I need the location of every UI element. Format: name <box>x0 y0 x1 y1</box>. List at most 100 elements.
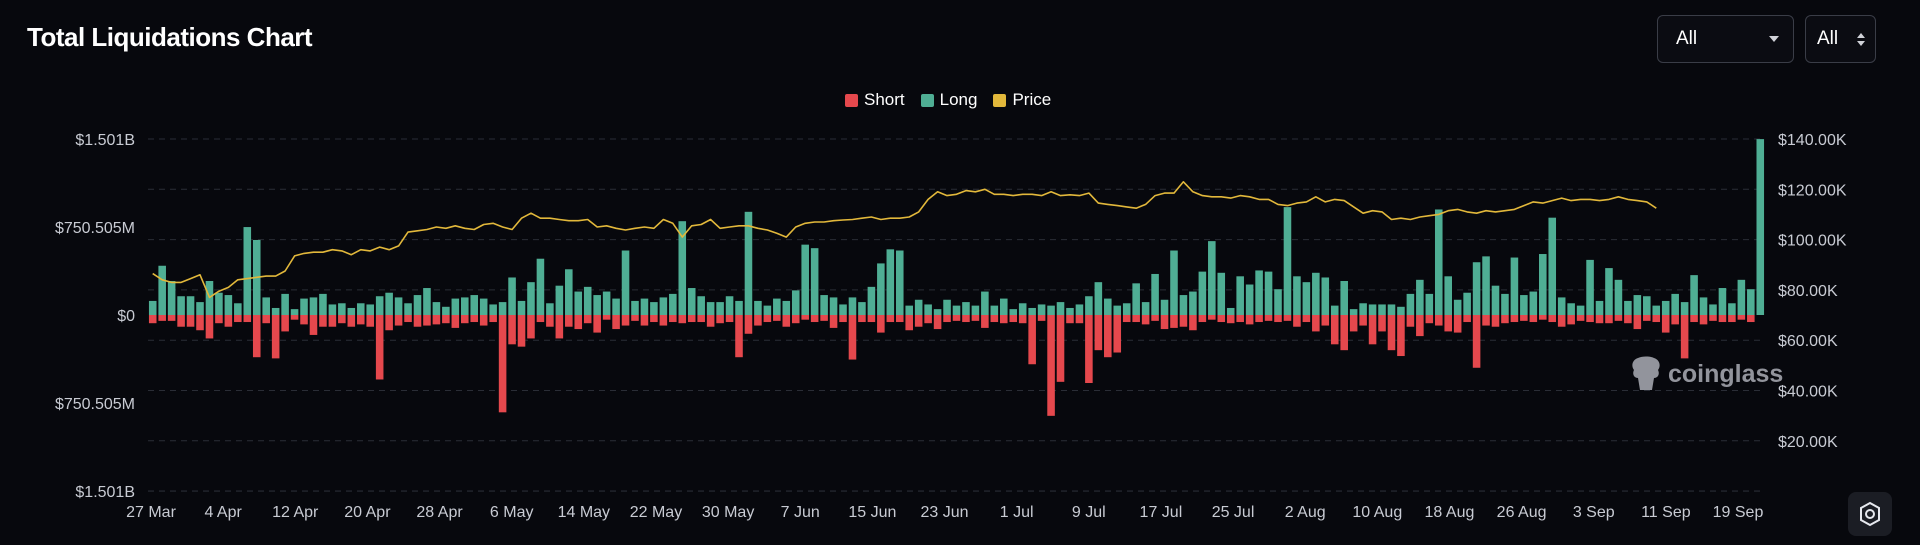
short-bar <box>470 315 479 323</box>
long-bar <box>338 303 346 315</box>
short-bar <box>319 315 327 327</box>
long-bar <box>754 300 762 315</box>
long-bar <box>498 302 507 315</box>
x-axis-tick: 6 May <box>490 504 534 521</box>
long-bar <box>508 277 516 315</box>
short-bar <box>1349 315 1358 332</box>
short-bar <box>196 315 204 331</box>
right-axis-tick: $140.00K <box>1778 132 1847 149</box>
long-bar <box>706 302 715 315</box>
short-bar <box>1340 315 1348 351</box>
long-bar <box>1009 309 1018 315</box>
long-bar <box>1189 291 1197 315</box>
short-bar <box>933 315 942 330</box>
short-bar <box>1709 315 1717 321</box>
long-bar <box>1652 305 1661 315</box>
long-bar <box>215 292 223 315</box>
long-bar <box>1028 307 1036 315</box>
short-bar <box>754 315 762 326</box>
long-bar <box>479 298 488 315</box>
long-bar <box>546 303 554 315</box>
long-bar <box>1056 302 1065 315</box>
long-bar <box>999 298 1008 315</box>
x-axis-tick: 3 Sep <box>1573 504 1615 521</box>
legend-item-short[interactable]: Short <box>845 90 905 110</box>
short-bar <box>224 315 233 327</box>
settings-button[interactable] <box>1848 492 1892 536</box>
short-bar <box>943 315 951 323</box>
short-bar <box>612 315 620 330</box>
short-bar <box>1037 315 1046 321</box>
long-bar <box>262 297 270 315</box>
short-bar <box>1406 315 1415 327</box>
short-bar <box>148 315 157 324</box>
long-bar <box>432 302 441 315</box>
long-bar <box>744 211 753 315</box>
long-bar <box>1482 256 1490 315</box>
short-bar <box>1614 315 1623 321</box>
short-bar <box>366 315 375 327</box>
short-bar <box>1018 315 1027 324</box>
short-bar <box>442 315 450 324</box>
long-bar <box>394 297 403 315</box>
long-bar <box>1538 254 1547 315</box>
short-bar <box>460 315 469 324</box>
long-bar <box>1340 280 1348 315</box>
long-bar <box>1425 293 1434 315</box>
long-bar <box>725 296 734 315</box>
short-bar <box>1387 315 1396 351</box>
coin-select[interactable]: All <box>1805 15 1876 63</box>
x-axis-tick: 27 Mar <box>126 504 176 521</box>
short-bar <box>791 315 800 324</box>
short-bar <box>290 315 299 320</box>
watermark-text: coinglass <box>1668 359 1784 388</box>
x-axis-tick: 25 Jul <box>1212 504 1255 521</box>
short-bar <box>725 315 734 323</box>
short-bar <box>697 315 705 323</box>
legend-item-price[interactable]: Price <box>993 90 1051 110</box>
short-bar <box>1557 315 1566 327</box>
long-bar <box>1293 276 1301 315</box>
short-bar <box>1085 315 1093 384</box>
short-bar <box>271 315 280 359</box>
long-bar <box>1349 309 1358 315</box>
long-bar <box>1510 257 1519 315</box>
long-bar <box>962 302 970 315</box>
range-select[interactable]: All <box>1657 15 1794 63</box>
short-bar <box>527 315 535 339</box>
long-bar <box>1226 307 1235 315</box>
long-bar <box>1330 305 1339 315</box>
long-bar <box>413 295 422 315</box>
legend-item-long[interactable]: Long <box>920 90 977 110</box>
short-bar <box>517 315 526 347</box>
long-bar <box>990 305 999 315</box>
long-bar <box>1680 302 1689 315</box>
long-bar <box>1567 303 1575 315</box>
long-bar <box>517 300 526 315</box>
long-bar <box>801 244 809 315</box>
left-axis-tick: $0 <box>117 308 135 325</box>
settings-icon <box>1860 501 1880 527</box>
short-bar <box>234 315 242 323</box>
long-bar <box>1359 303 1367 315</box>
x-axis-tick: 4 Apr <box>204 504 242 521</box>
long-bar <box>1557 297 1566 315</box>
long-bar <box>895 250 904 315</box>
long-bar <box>1047 305 1055 315</box>
long-bar <box>1453 299 1462 315</box>
short-bar <box>328 315 337 327</box>
short-bar <box>1245 315 1254 325</box>
short-bar <box>1179 315 1188 327</box>
right-axis-tick: $80.00K <box>1778 283 1838 300</box>
short-bar <box>1189 315 1197 331</box>
long-bar <box>1113 305 1122 315</box>
long-bar <box>527 282 535 315</box>
long-bar <box>763 305 772 315</box>
x-axis-tick: 11 Sep <box>1641 504 1691 521</box>
long-bar <box>1529 291 1538 315</box>
short-bar <box>1330 315 1339 345</box>
short-bar <box>262 315 270 324</box>
left-axis-tick: $750.505M <box>55 220 135 237</box>
short-bar <box>1198 315 1207 323</box>
long-bar <box>356 303 365 315</box>
